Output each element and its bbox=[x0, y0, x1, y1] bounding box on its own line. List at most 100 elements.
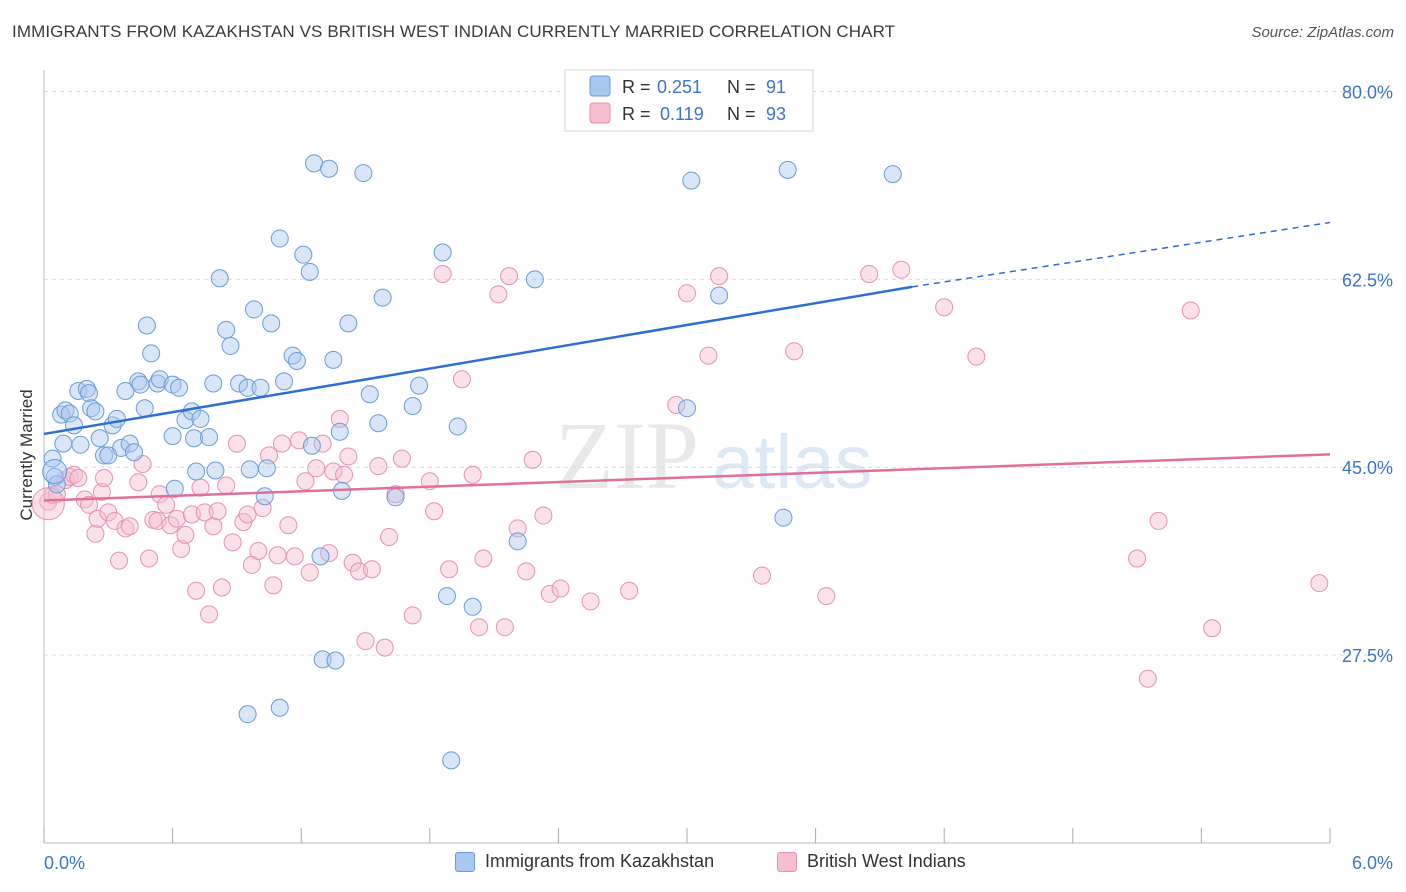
bwi-point bbox=[264, 576, 283, 595]
kazakhstan-point bbox=[369, 414, 388, 433]
kazakhstan-point bbox=[251, 378, 270, 397]
legend-swatch-blue bbox=[589, 75, 611, 97]
kazakhstan-point bbox=[257, 459, 276, 478]
bwi-point bbox=[249, 541, 268, 560]
bwi-point bbox=[330, 409, 349, 428]
bwi-point bbox=[489, 285, 508, 304]
bwi-point bbox=[967, 347, 986, 366]
watermark-zip: ZIP bbox=[555, 402, 699, 509]
bottom-legend-label-bwi: British West Indians bbox=[807, 851, 966, 871]
bwi-point bbox=[253, 499, 272, 518]
kazakhstan-point bbox=[125, 443, 144, 462]
kazakhstan-point bbox=[185, 429, 204, 448]
kazakhstan-point bbox=[287, 351, 306, 370]
bwi-point bbox=[204, 517, 223, 536]
legend-n-label-blue: N = bbox=[727, 77, 756, 97]
bwi-point bbox=[470, 618, 489, 637]
bwi-point bbox=[95, 468, 114, 487]
kazakhstan-point bbox=[354, 164, 373, 183]
kazakhstan-point bbox=[129, 372, 148, 391]
kazakhstan-point bbox=[339, 314, 358, 333]
kazakhstan-point bbox=[300, 262, 319, 281]
kazakhstan-point bbox=[448, 417, 467, 436]
chart-title: IMMIGRANTS FROM KAZAKHSTAN VS BRITISH WE… bbox=[12, 22, 896, 41]
kazakhstan-point bbox=[442, 751, 461, 770]
kazakhstan-point bbox=[270, 229, 289, 248]
kazakhstan-point bbox=[508, 532, 527, 551]
bwi-point bbox=[31, 487, 65, 521]
bwi-point bbox=[356, 632, 375, 651]
x-tick-labels: 0.0% 6.0% bbox=[44, 853, 1393, 873]
kazakhstan-point bbox=[302, 436, 321, 455]
series-immigrants-from-kazakhstan bbox=[42, 154, 902, 770]
kazakhstan-point bbox=[240, 460, 259, 479]
bwi-point bbox=[208, 502, 227, 521]
bwi-point bbox=[200, 605, 219, 624]
bwi-point bbox=[403, 606, 422, 625]
bwi-point bbox=[217, 476, 236, 495]
kazakhstan-point bbox=[47, 475, 66, 494]
legend-r-value-pink: 0.119 bbox=[660, 104, 704, 124]
legend-r-label-pink: R = bbox=[622, 104, 651, 124]
bwi-point bbox=[517, 562, 536, 581]
y-tick-label: 45.0% bbox=[1342, 458, 1393, 478]
kazakhstan-point bbox=[80, 384, 99, 403]
bwi-point bbox=[534, 506, 553, 525]
bwi-point bbox=[300, 563, 319, 582]
bwi-point bbox=[1181, 301, 1200, 320]
bwi-point bbox=[279, 516, 298, 535]
bwi-point bbox=[335, 465, 354, 484]
y-tick-labels: 27.5% 45.0% 62.5% 80.0% bbox=[1342, 82, 1393, 666]
trend-line-kazakhstan bbox=[43, 285, 913, 436]
trend-line-kazakhstan-extension bbox=[911, 221, 1331, 288]
bwi-point bbox=[157, 495, 176, 514]
kazakhstan-point bbox=[311, 547, 330, 566]
kazakhstan-point bbox=[330, 422, 349, 441]
kazakhstan-point bbox=[54, 434, 73, 453]
bottom-legend-label-kazakhstan: Immigrants from Kazakhstan bbox=[485, 851, 715, 871]
bwi-point bbox=[892, 260, 911, 279]
kazakhstan-point bbox=[463, 597, 482, 616]
kazakhstan-point bbox=[255, 487, 274, 506]
bwi-point bbox=[1203, 619, 1222, 638]
bwi-point bbox=[392, 449, 411, 468]
kazakhstan-point bbox=[245, 300, 264, 319]
kazakhstan-point bbox=[710, 286, 729, 305]
kazakhstan-point bbox=[42, 459, 68, 485]
kazakhstan-point bbox=[320, 159, 339, 178]
bwi-point bbox=[86, 524, 105, 543]
bwi-point bbox=[140, 549, 159, 568]
bwi-point bbox=[110, 551, 129, 570]
kazakhstan-point bbox=[131, 375, 150, 394]
bwi-point bbox=[313, 434, 332, 453]
kazakhstan-point bbox=[45, 467, 64, 486]
kazakhstan-point bbox=[313, 650, 332, 669]
bwi-point bbox=[223, 533, 242, 552]
bwi-point bbox=[425, 502, 444, 521]
bwi-point bbox=[508, 519, 527, 538]
series-british-west-indians bbox=[31, 260, 1329, 688]
bwi-point bbox=[1128, 549, 1147, 568]
bwi-point bbox=[500, 267, 519, 286]
legend-swatch-pink bbox=[589, 102, 611, 124]
bwi-point bbox=[581, 592, 600, 611]
bwi-point bbox=[1149, 511, 1168, 530]
bwi-point bbox=[380, 528, 399, 547]
bottom-legend-swatch-blue bbox=[455, 851, 475, 872]
bwi-point bbox=[463, 465, 482, 484]
kazakhstan-point bbox=[525, 270, 544, 289]
bottom-legend-swatch-pink bbox=[777, 851, 797, 872]
kazakhstan-point bbox=[778, 160, 797, 179]
kazakhstan-point bbox=[142, 344, 161, 363]
bwi-point bbox=[195, 503, 214, 522]
bwi-point bbox=[176, 525, 195, 544]
kazakhstan-point bbox=[170, 378, 189, 397]
legend-n-value-blue: 91 bbox=[766, 77, 786, 97]
bwi-point bbox=[678, 284, 696, 303]
bwi-point bbox=[120, 517, 139, 536]
kazakhstan-point bbox=[43, 449, 62, 468]
kazakhstan-point bbox=[65, 416, 84, 435]
kazakhstan-point bbox=[204, 374, 223, 393]
kazakhstan-point bbox=[86, 402, 105, 421]
